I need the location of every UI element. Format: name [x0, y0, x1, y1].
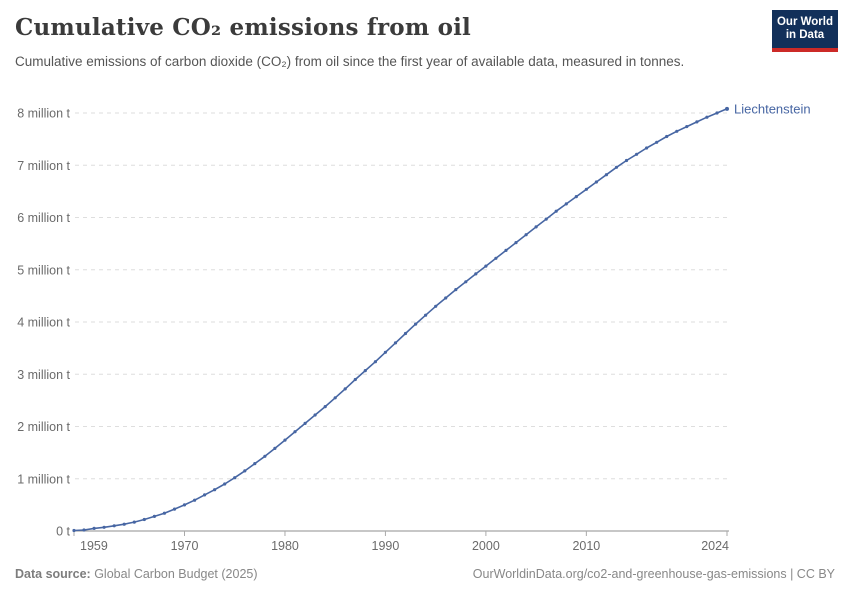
x-tick-label: 2000: [472, 539, 500, 553]
data-point: [393, 341, 398, 345]
page-title: Cumulative CO₂ emissions from oil: [15, 14, 471, 41]
data-point: [494, 256, 498, 260]
data-point: [323, 405, 327, 409]
data-point: [223, 482, 227, 486]
data-point: [584, 187, 589, 191]
data-point: [665, 134, 669, 139]
data-point: [554, 209, 558, 213]
data-point: [564, 202, 568, 206]
data-point: [655, 140, 659, 144]
y-tick-label: 2 million t: [17, 420, 70, 434]
y-tick-label: 8 million t: [17, 107, 70, 121]
data-point: [132, 520, 136, 524]
data-point: [484, 264, 488, 268]
owid-url-link[interactable]: OurWorldinData.org/co2-and-greenhouse-ga…: [472, 567, 787, 581]
data-point: [424, 313, 428, 317]
data-point: [635, 152, 639, 156]
x-tick-label: 1970: [171, 539, 199, 553]
x-tick-label: 2010: [572, 539, 600, 553]
chart-footer: Data source: Global Carbon Budget (2025)…: [0, 567, 850, 581]
data-point: [293, 430, 297, 434]
entity-label: Liechtenstein: [734, 101, 811, 116]
data-point: [464, 280, 468, 284]
data-point: [383, 350, 387, 354]
data-point: [162, 511, 166, 515]
license-text: CC BY: [796, 567, 835, 581]
y-tick-label: 6 million t: [17, 211, 70, 225]
data-point: [333, 396, 337, 400]
data-point: [524, 233, 528, 237]
data-point-end: [725, 106, 729, 111]
license-separator: |: [786, 567, 797, 581]
data-point: [705, 115, 709, 119]
data-point: [534, 225, 538, 229]
data-point: [685, 125, 689, 129]
owid-logo-line1: Our World: [776, 16, 833, 28]
y-tick-label: 5 million t: [17, 263, 70, 277]
data-point: [363, 369, 367, 373]
x-tick-label: 1990: [372, 539, 400, 553]
data-point: [283, 438, 287, 442]
chart-subtitle: Cumulative emissions of carbon dioxide (…: [15, 54, 685, 69]
data-point: [213, 488, 217, 492]
data-point: [122, 522, 126, 526]
data-point: [504, 248, 508, 252]
data-source-label: Data source:: [15, 567, 91, 581]
data-point: [414, 322, 418, 326]
data-point: [434, 304, 438, 308]
data-point: [112, 524, 116, 528]
data-point: [92, 526, 96, 530]
y-tick-label: 1 million t: [17, 472, 70, 486]
data-point: [313, 413, 317, 417]
y-tick-label: 3 million t: [17, 368, 70, 382]
y-tick-label: 4 million t: [17, 316, 70, 330]
data-point: [675, 129, 679, 133]
data-point: [614, 165, 619, 169]
footer-link-line: OurWorldinData.org/co2-and-greenhouse-ga…: [473, 567, 835, 581]
data-point: [403, 331, 408, 336]
data-source-text[interactable]: Global Carbon Budget (2025): [90, 567, 258, 581]
data-point: [594, 180, 599, 184]
data-point: [203, 493, 207, 497]
data-point: [273, 446, 277, 450]
data-point: [514, 241, 518, 245]
y-tick-label: 0 t: [56, 525, 70, 539]
data-point: [604, 173, 609, 177]
data-point: [373, 360, 377, 364]
data-point: [233, 476, 237, 480]
data-point: [645, 146, 649, 150]
data-point: [253, 462, 257, 466]
data-point: [193, 498, 197, 502]
data-point: [102, 525, 106, 529]
data-point: [263, 454, 267, 458]
owid-logo[interactable]: Our World in Data: [772, 10, 838, 52]
data-point: [454, 288, 458, 292]
data-point: [574, 195, 578, 199]
x-tick-label: 1959: [80, 539, 108, 553]
data-source-line: Data source: Global Carbon Budget (2025): [15, 567, 258, 581]
data-point: [444, 296, 448, 300]
x-tick-label: 1980: [271, 539, 299, 553]
data-point: [474, 272, 478, 276]
data-point: [695, 120, 699, 124]
data-point: [544, 217, 548, 221]
data-point: [152, 514, 156, 518]
data-point: [172, 507, 177, 511]
data-point: [353, 377, 357, 382]
data-point: [142, 517, 146, 522]
data-point: [303, 421, 307, 425]
data-point: [82, 528, 86, 532]
y-tick-label: 7 million t: [17, 159, 70, 173]
data-line: [73, 108, 728, 532]
data-point: [715, 111, 719, 115]
data-point: [182, 503, 187, 507]
owid-logo-line2: in Data: [785, 29, 825, 41]
data-point: [243, 469, 247, 473]
data-point: [343, 387, 347, 391]
data-point: [72, 528, 76, 533]
data-point: [624, 158, 629, 163]
x-tick-label: 2024: [701, 539, 729, 553]
chart-canvas: 0 t 1 million t 2 million t 3 million t 4 mi…: [17, 101, 811, 553]
